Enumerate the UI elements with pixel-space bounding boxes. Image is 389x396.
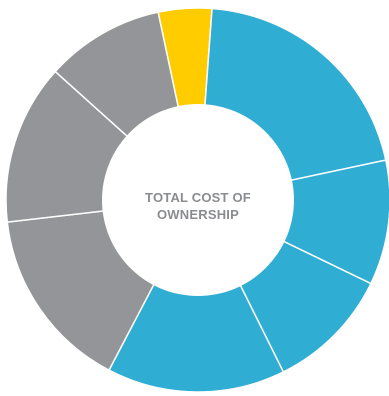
- donut-slice-5: [108, 198, 285, 393]
- donut-hole: [102, 104, 294, 296]
- center-label-line-1: TOTAL COST OF: [145, 190, 251, 205]
- center-label-line-2: OWNERSHIP: [157, 207, 239, 222]
